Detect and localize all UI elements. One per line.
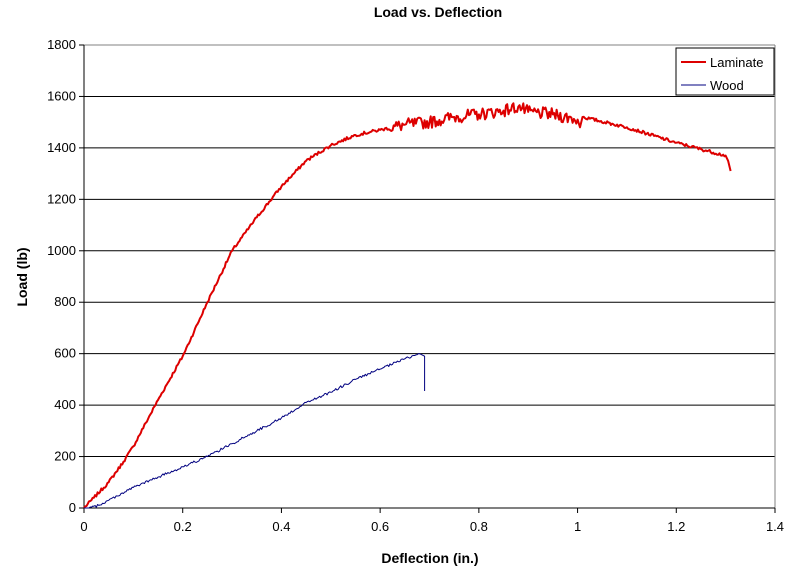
legend-label-wood: Wood [710, 78, 744, 93]
series-line-laminate [83, 102, 732, 509]
y-tick-label: 600 [54, 346, 76, 361]
x-tick-labels: 0 0.2 0.4 0.6 0.8 1 1.2 1.4 [80, 519, 784, 534]
y-tick-label: 1000 [47, 243, 76, 258]
y-tick-label: 0 [69, 500, 76, 515]
y-tick-label: 200 [54, 449, 76, 464]
y-tick-label: 1800 [47, 37, 76, 52]
chart-title: Load vs. Deflection [374, 4, 502, 20]
x-tick-label: 1 [574, 519, 581, 534]
data-series [83, 102, 732, 509]
legend-box [675, 47, 775, 96]
grid-lines [84, 44, 775, 458]
x-tick-label: 0.2 [174, 519, 192, 534]
y-tick-label: 1600 [47, 88, 76, 103]
y-tick-label: 400 [54, 397, 76, 412]
x-axis-label: Deflection (in.) [381, 550, 478, 566]
x-tick-label: 0.8 [470, 519, 488, 534]
x-tick-label: 1.2 [667, 519, 685, 534]
legend-label-laminate: Laminate [710, 55, 763, 70]
y-tick-labels: 0 200 400 600 800 1000 1200 1400 1600 1800 [47, 37, 76, 515]
series-line-wood [84, 353, 426, 509]
y-tick-label: 1200 [47, 191, 76, 206]
x-tick-label: 1.4 [766, 519, 784, 534]
chart-legend: Laminate Wood [675, 47, 775, 96]
y-tick-label: 800 [54, 294, 76, 309]
y-tick-label: 1400 [47, 140, 76, 155]
x-tick-label: 0.4 [272, 519, 290, 534]
axes [79, 44, 776, 513]
y-axis-label: Load (lb) [14, 247, 30, 306]
x-tick-label: 0 [80, 519, 87, 534]
x-tick-label: 0.6 [371, 519, 389, 534]
